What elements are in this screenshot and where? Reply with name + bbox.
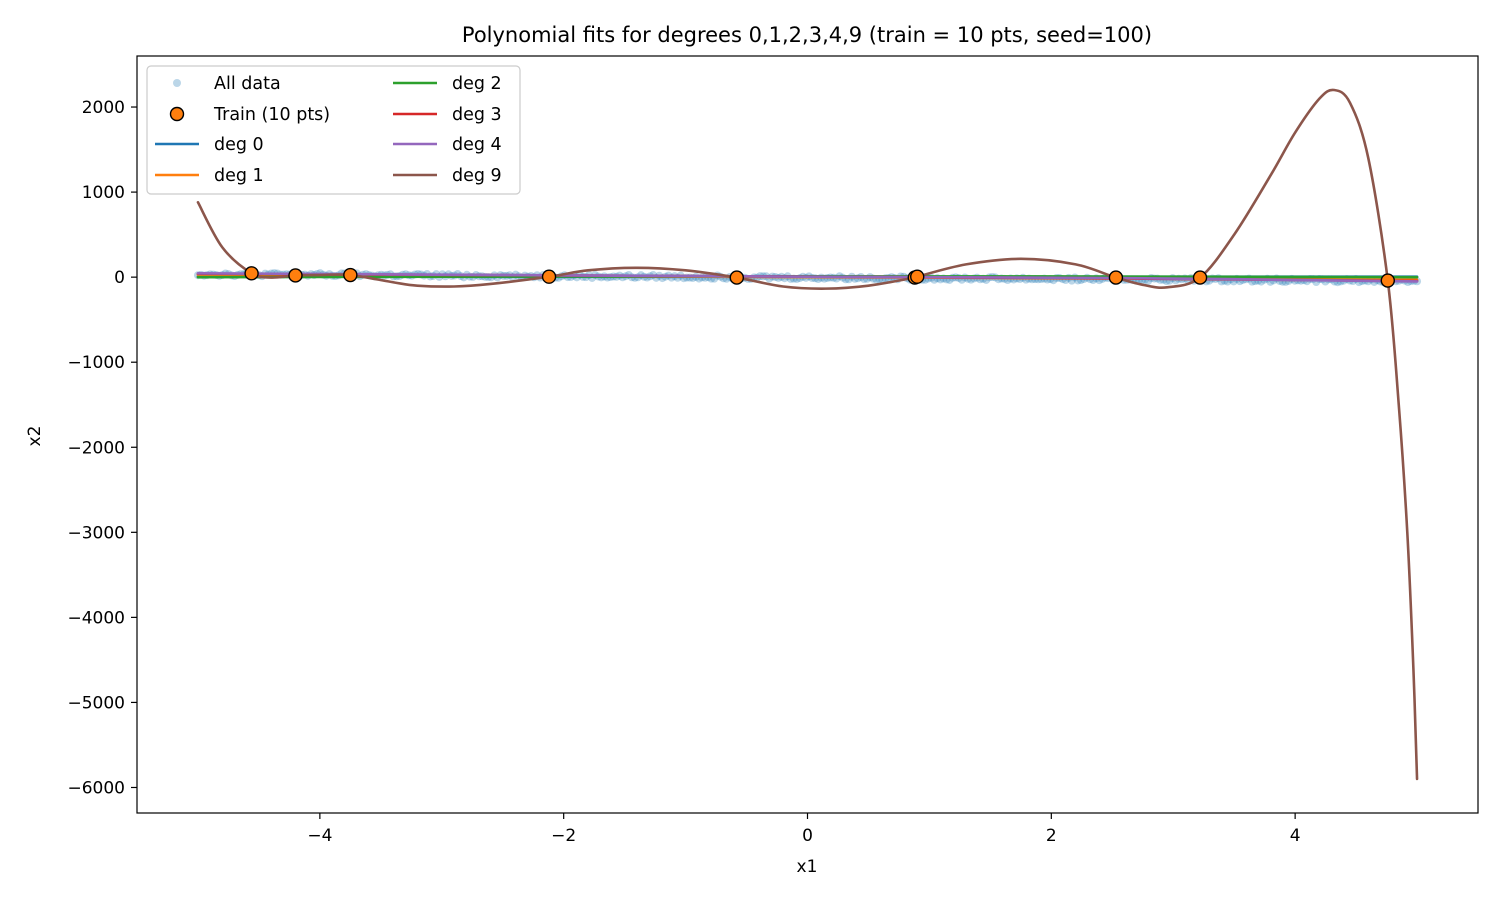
- legend-label: deg 9: [452, 166, 502, 186]
- legend-entry: deg 1: [155, 166, 264, 186]
- legend-entry: deg 2: [393, 74, 502, 94]
- legend-entry: deg 4: [393, 135, 502, 155]
- train-point: [1108, 270, 1124, 285]
- y-tick-label: −2000: [67, 438, 125, 458]
- legend-marker: [173, 79, 181, 87]
- legend-entry: deg 9: [393, 166, 502, 186]
- legend: All data Train (10 pts) deg 0 deg 1 deg 2 deg…: [146, 65, 521, 195]
- series-line-deg-9: [196, 88, 1419, 781]
- x-tick-label: −2: [551, 826, 576, 846]
- axis-ticks: −4 −2 0 2 4 2000 1000 0 −1000 −2000 −3000 −4000 −500…: [67, 98, 1300, 846]
- x-tick-label: −4: [307, 826, 332, 846]
- x-tick-label: 4: [1290, 826, 1301, 846]
- y-tick-label: 0: [114, 268, 125, 288]
- train-points: [244, 266, 1395, 288]
- y-axis-label: x2: [25, 426, 45, 447]
- x-tick-label: 0: [802, 826, 813, 846]
- y-tick-label: 1000: [82, 183, 125, 203]
- y-tick-label: −3000: [67, 523, 125, 543]
- x-axis-label: x1: [797, 857, 818, 877]
- legend-label: deg 4: [452, 135, 502, 155]
- legend-label: deg 0: [214, 135, 264, 155]
- train-point: [729, 270, 744, 285]
- legend-entry: deg 3: [393, 105, 502, 125]
- plot-area: [193, 88, 1422, 781]
- x-tick-label: 2: [1046, 826, 1057, 846]
- legend-label: Train (10 pts): [213, 105, 330, 125]
- legend-entry: deg 0: [155, 135, 264, 155]
- legend-label: All data: [214, 74, 281, 94]
- y-tick-label: −6000: [67, 778, 125, 798]
- train-point: [288, 268, 303, 283]
- legend-box: [146, 65, 521, 195]
- train-point: [343, 267, 358, 283]
- train-point: [541, 269, 557, 284]
- train-point: [244, 266, 259, 281]
- train-point: [1380, 273, 1395, 288]
- legend-label: deg 2: [452, 74, 502, 94]
- legend-label: deg 3: [452, 105, 502, 125]
- legend-label: deg 1: [214, 166, 264, 186]
- train-point: [910, 269, 925, 284]
- y-tick-label: 2000: [82, 98, 125, 118]
- legend-entry: Train (10 pts): [169, 105, 330, 125]
- y-tick-label: −1000: [67, 353, 125, 373]
- y-tick-label: −5000: [67, 693, 125, 713]
- train-point: [1192, 270, 1208, 285]
- series-line-deg-4: [196, 272, 1419, 283]
- chart-title: Polynomial fits for degrees 0,1,2,3,4,9 …: [462, 23, 1152, 47]
- legend-entry: All data: [173, 74, 281, 94]
- y-tick-label: −4000: [67, 608, 125, 628]
- legend-marker: [169, 106, 185, 122]
